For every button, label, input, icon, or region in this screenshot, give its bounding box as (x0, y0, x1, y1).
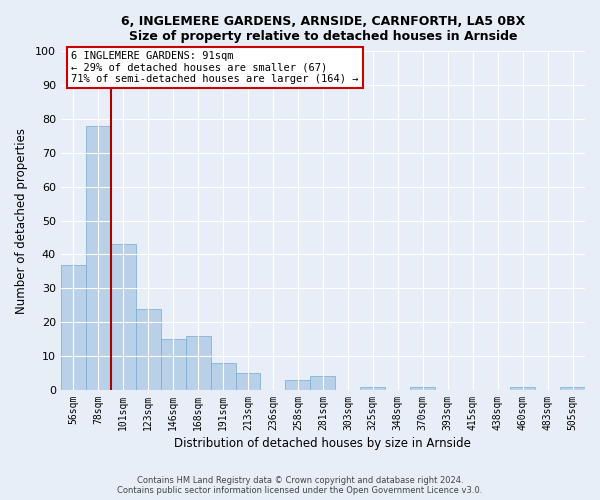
Bar (211, 363, 236, 390)
Title: 6, INGLEMERE GARDENS, ARNSIDE, CARNFORTH, LA5 0BX
Size of property relative to d: 6, INGLEMERE GARDENS, ARNSIDE, CARNFORTH… (121, 15, 525, 43)
Bar (86, 126, 111, 390)
Text: Contains HM Land Registry data © Crown copyright and database right 2024.
Contai: Contains HM Land Registry data © Crown c… (118, 476, 482, 495)
Bar (111, 244, 136, 390)
Text: 6 INGLEMERE GARDENS: 91sqm
← 29% of detached houses are smaller (67)
71% of semi: 6 INGLEMERE GARDENS: 91sqm ← 29% of deta… (71, 51, 359, 84)
Bar (236, 373, 260, 390)
Bar (310, 376, 335, 390)
Bar (410, 386, 435, 390)
Y-axis label: Number of detached properties: Number of detached properties (15, 128, 28, 314)
Bar (361, 386, 385, 390)
Bar (161, 339, 185, 390)
Bar (185, 336, 211, 390)
Bar (510, 386, 535, 390)
Bar (286, 380, 310, 390)
X-axis label: Distribution of detached houses by size in Arnside: Distribution of detached houses by size … (175, 437, 472, 450)
Bar (136, 308, 161, 390)
Bar (560, 386, 585, 390)
Bar (61, 264, 86, 390)
